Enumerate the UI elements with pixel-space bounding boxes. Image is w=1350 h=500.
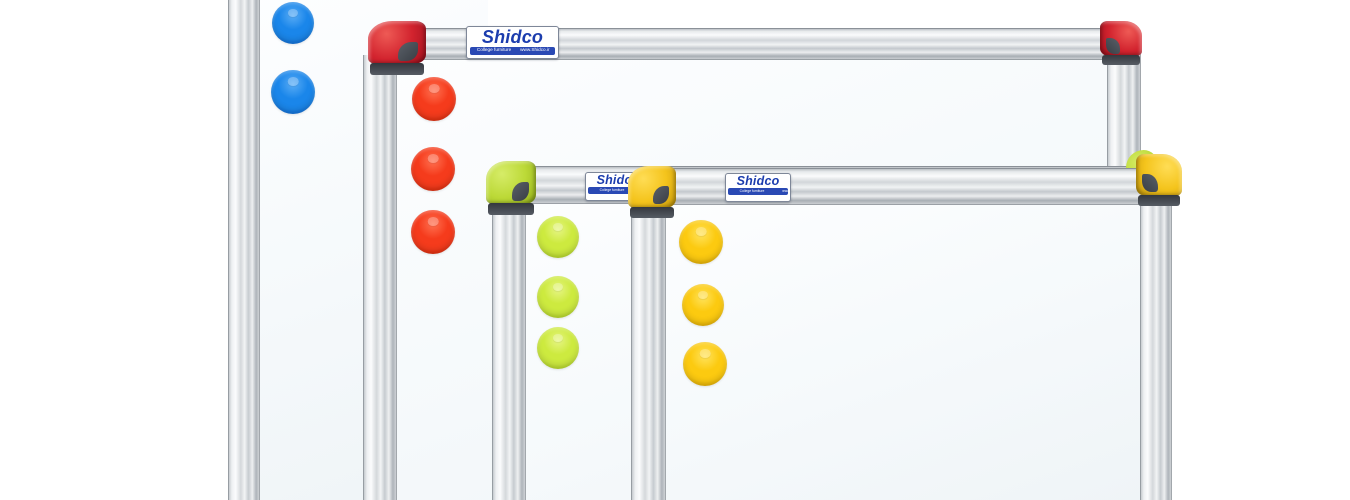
yellow-corner-top-right (1136, 154, 1182, 206)
whiteboard-yellow-right-frame (1140, 195, 1172, 500)
brand-tagline: College furniture (476, 48, 511, 53)
green-corner-top-left (486, 161, 536, 215)
yellow-corner-top-left (628, 166, 676, 218)
red-corner-top-left (368, 21, 426, 75)
board-yellow-magnet (682, 284, 724, 326)
whiteboard-green-left-frame (492, 196, 526, 500)
corner-wedge (512, 181, 529, 201)
board-yellow-magnet (683, 342, 727, 386)
board-red-magnet (412, 77, 456, 121)
brand-strip: College furniture www.Shidco.ir (469, 46, 556, 55)
brand-label: Shidco College furniture www.Shidco.ir (725, 173, 791, 202)
brand-strip: College furniture www.Shidco.ir (727, 188, 789, 196)
board-green-magnet (537, 216, 579, 258)
corner-base (370, 63, 424, 75)
board-red-magnet (411, 210, 455, 254)
whiteboard-blue-left-frame (228, 0, 260, 500)
brand-tagline: College furniture (739, 189, 765, 194)
brand-name: Shidco (736, 174, 780, 188)
whiteboard-yellow-left-frame (631, 198, 666, 500)
board-red-magnet (411, 147, 455, 191)
brand-url: www.Shidco.ir (519, 48, 550, 53)
whiteboard-yellow-surface (660, 195, 1145, 500)
corner-base (1137, 194, 1181, 206)
board-yellow-magnet (679, 220, 723, 264)
corner-base (629, 206, 675, 218)
board-blue-magnet (272, 2, 314, 44)
corner-wedge (398, 41, 418, 61)
brand-label: Shidco College furniture www.Shidco.ir (466, 26, 559, 59)
board-green-magnet (537, 276, 579, 318)
board-blue-magnet (271, 70, 315, 114)
brand-url: www.Shidco.ir (782, 189, 788, 194)
brand-tagline: College furniture (599, 188, 625, 193)
corner-base (488, 203, 534, 215)
whiteboard-red-left-frame (363, 55, 397, 500)
brand-name: Shidco (481, 27, 544, 47)
board-green-magnet (537, 327, 579, 369)
corner-wedge (652, 185, 670, 205)
